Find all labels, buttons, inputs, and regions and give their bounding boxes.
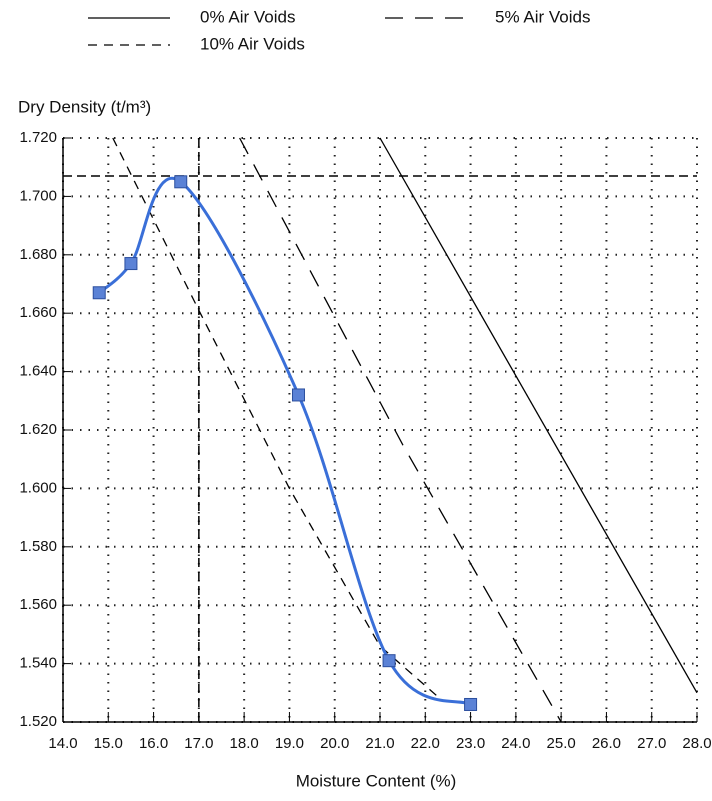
data-point [92,286,106,300]
x-tick-label: 20.0 [320,735,349,752]
x-tick-label: 18.0 [230,735,259,752]
y-tick-label: 1.660 [19,304,57,321]
y-tick-label: 1.620 [19,421,57,438]
data-point [382,654,396,668]
x-tick-label: 16.0 [139,735,168,752]
air-void-line [112,137,444,703]
data-point [174,175,188,189]
x-tick-label: 24.0 [501,735,530,752]
y-tick-label: 1.680 [19,246,57,263]
data-point [291,388,305,402]
data-point [124,257,138,271]
x-tick-label: 21.0 [365,735,394,752]
x-tick-label: 23.0 [456,735,485,752]
compaction-curve [98,177,472,706]
y-tick-label: 1.600 [19,479,57,496]
x-tick-label: 25.0 [547,735,576,752]
y-tick-label: 1.700 [19,187,57,204]
y-tick-label: 1.520 [19,713,57,730]
y-axis-title: Dry Density (t/m³) [18,97,151,116]
air-void-line [379,137,698,694]
x-tick-label: 27.0 [637,735,666,752]
x-tick-label: 15.0 [94,735,123,752]
data-point [464,697,478,711]
x-tick-label: 17.0 [184,735,213,752]
y-tick-label: 1.720 [19,129,57,146]
y-tick-label: 1.580 [19,538,57,555]
y-tick-label: 1.640 [19,363,57,380]
y-tick-label: 1.540 [19,655,57,672]
legend-label: 5% Air Voids [495,7,590,26]
legend-label: 0% Air Voids [200,7,295,26]
y-tick-label: 1.560 [19,596,57,613]
x-tick-label: 28.0 [682,735,711,752]
legend-label: 10% Air Voids [200,34,305,53]
x-tick-label: 22.0 [411,735,440,752]
x-axis-title: Moisture Content (%) [296,771,457,790]
air-void-line [239,137,562,723]
x-tick-label: 14.0 [48,735,77,752]
x-tick-label: 19.0 [275,735,304,752]
x-tick-label: 26.0 [592,735,621,752]
